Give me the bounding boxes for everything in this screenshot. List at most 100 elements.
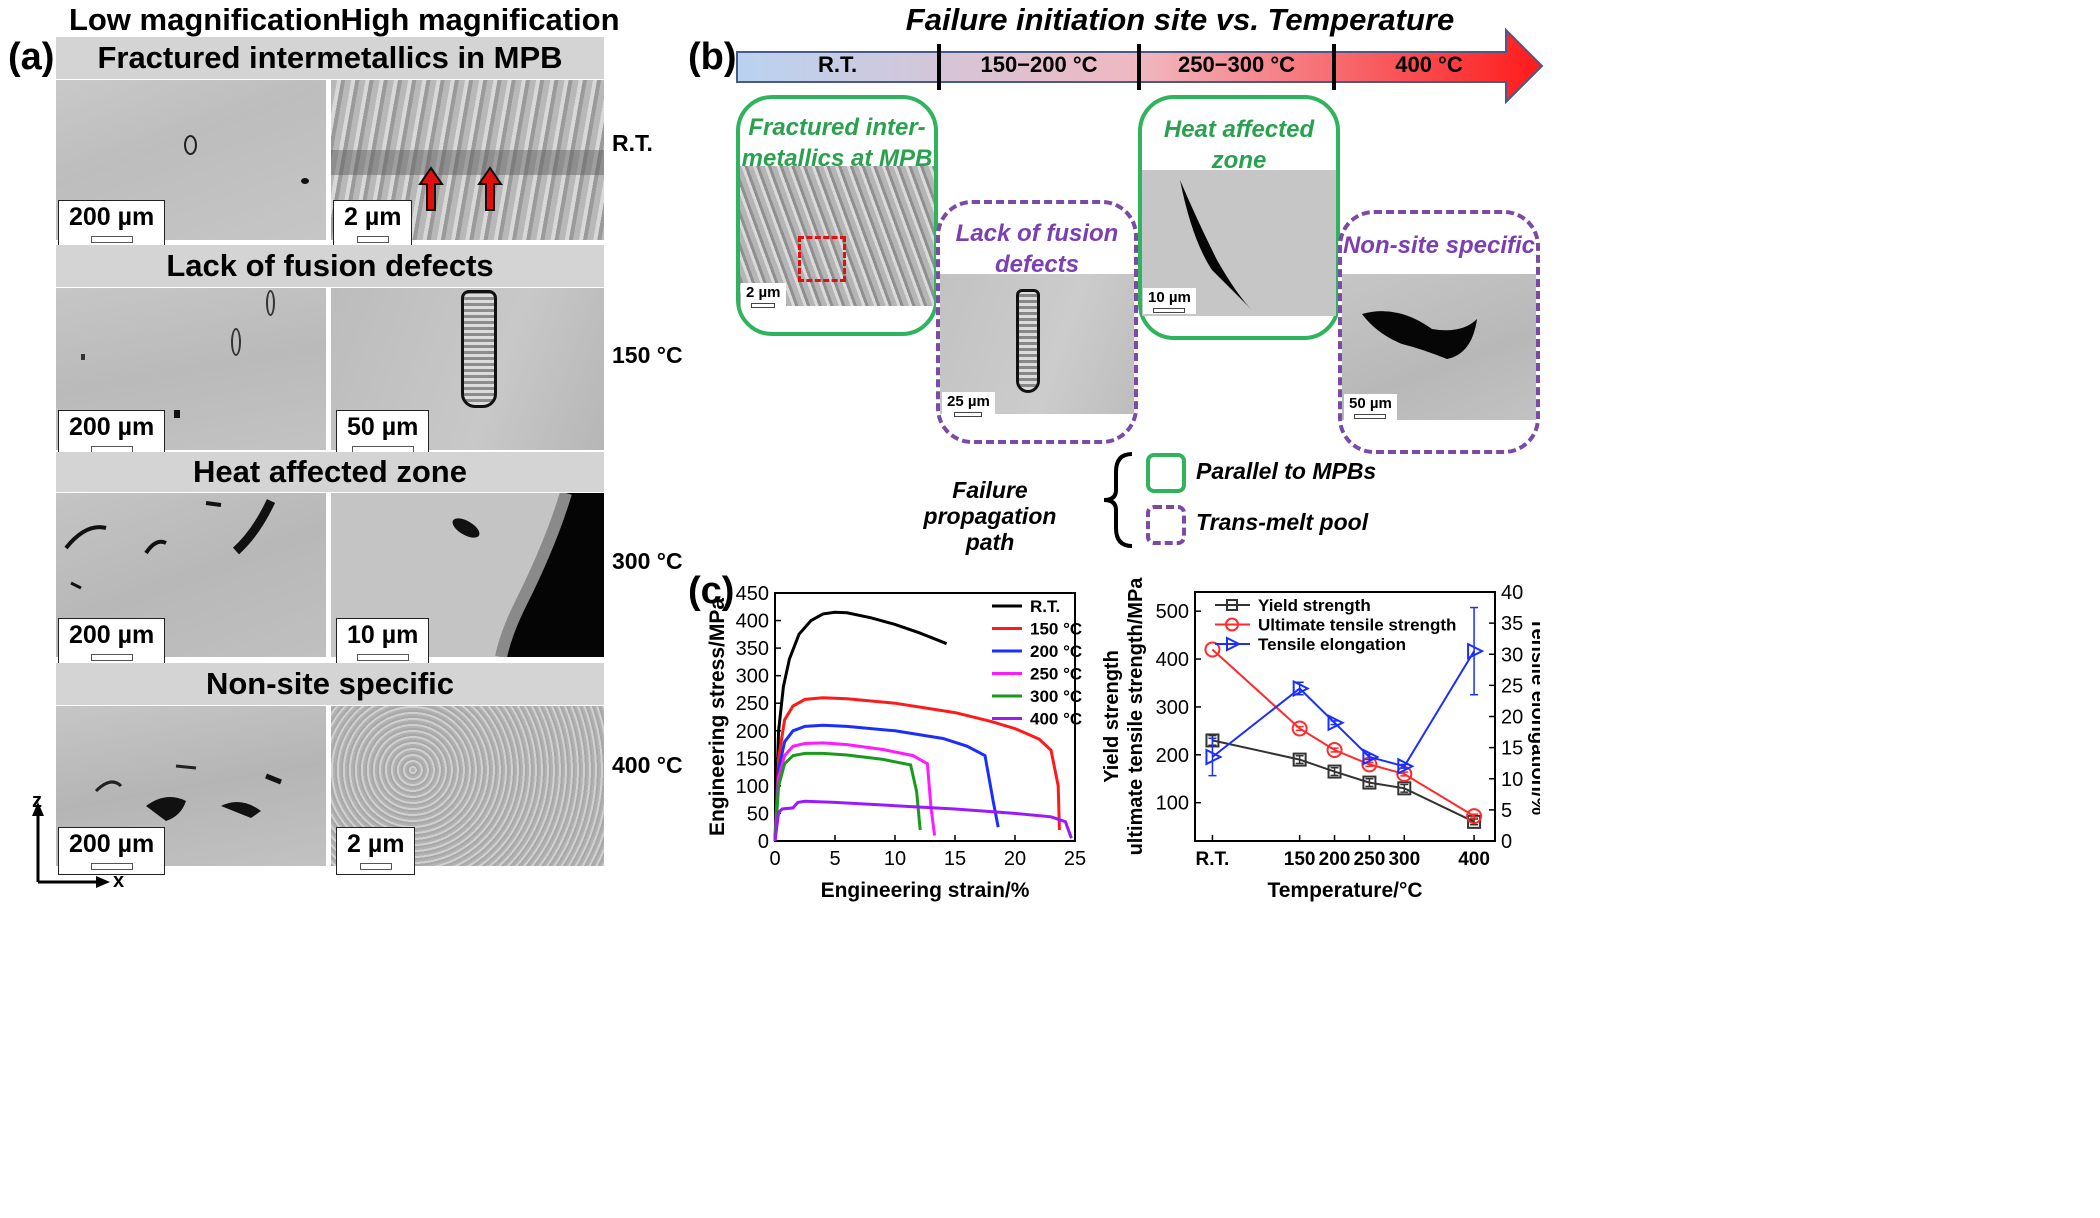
- y-right-tick-label: 0: [1501, 831, 1512, 853]
- x-tick-label: 0: [769, 848, 780, 870]
- point-marker: [1362, 775, 1377, 790]
- y-right-tick-label: 20: [1501, 707, 1523, 729]
- axis-indicator-icon: [32, 802, 110, 888]
- y-right-tick-label: 35: [1501, 613, 1523, 635]
- point-marker: [1225, 617, 1239, 632]
- y-left-tick-label: 100: [1156, 793, 1189, 815]
- red-arrow-icon: [477, 166, 503, 211]
- scale-label: 2 µm: [347, 830, 405, 858]
- red-arrow-icon: [418, 166, 444, 211]
- box-defect-icon: [1362, 311, 1477, 359]
- x-tick-label: 200: [1319, 849, 1351, 870]
- y-right-tick-label: 10: [1501, 769, 1523, 791]
- legend-label: 400 °C: [1030, 710, 1082, 729]
- legend-label: 300 °C: [1030, 687, 1082, 706]
- panel-a-label: (a): [8, 36, 55, 78]
- point-marker: [1292, 679, 1310, 698]
- series-line: [773, 610, 948, 842]
- y-right-axis-label: Tensile elongation/%: [1527, 618, 1540, 816]
- x-tick-label: 150: [1284, 849, 1316, 870]
- series-line: [773, 799, 1073, 842]
- scale-bar: 200 µm: [58, 827, 166, 875]
- legend-label: 250 °C: [1030, 665, 1082, 684]
- legend-solid-label: Parallel to MPBs: [1196, 458, 1377, 484]
- legend-dashed-label: Trans-melt pool: [1196, 509, 1369, 535]
- temperature-arrow: [736, 28, 1544, 104]
- row-title-lack-of-fusion: Lack of fusion defects: [56, 245, 604, 287]
- series-line: [1211, 648, 1475, 817]
- x-axis-label: Temperature/°C: [1267, 879, 1422, 902]
- box-scale-bar: 50 µm: [1344, 394, 1397, 420]
- y-tick-label: 150: [736, 748, 769, 770]
- legend-label: R.T.: [1030, 597, 1060, 616]
- box-title: Lack of fusion defects: [955, 220, 1119, 278]
- segment-150-200: 150−200 °C: [980, 52, 1098, 77]
- legend-solid-swatch: [1146, 453, 1186, 493]
- box-scale-bar: 2 µm: [741, 283, 786, 309]
- point-marker: [1466, 808, 1483, 825]
- point-marker: [1326, 742, 1343, 759]
- sem-void-icon: [452, 493, 604, 657]
- segment-400: 400 °C: [1395, 52, 1463, 77]
- point-marker: [1397, 757, 1415, 775]
- point-marker: [1226, 599, 1238, 611]
- x-axis-label: Engineering strain/%: [821, 879, 1030, 902]
- y-right-tick-label: 30: [1501, 644, 1523, 666]
- panel-c-label: (c): [688, 570, 735, 612]
- curly-brace-icon: [1103, 452, 1133, 548]
- y-left-tick-label: 500: [1156, 601, 1189, 623]
- series-line: [773, 696, 1061, 842]
- point-marker: [1327, 764, 1342, 779]
- x-tick-label: 15: [944, 848, 966, 870]
- x-tick-label: 25: [1064, 848, 1086, 870]
- legend-label: Yield strength: [1258, 596, 1371, 615]
- y-left-tick-label: 300: [1156, 697, 1189, 719]
- y-left-tick-label: 200: [1156, 745, 1189, 767]
- x-tick-label: 300: [1388, 849, 1420, 870]
- box-title: Fractured inter-metallics at MPB: [741, 114, 933, 172]
- y-tick-label: 50: [747, 803, 769, 825]
- scale-label: 50 µm: [347, 413, 419, 441]
- low-magnification-header: Low magnification: [68, 2, 342, 37]
- sem-defects-icon: [94, 764, 282, 821]
- box-scale-bar: 25 µm: [942, 392, 995, 418]
- y-tick-label: 450: [736, 583, 769, 605]
- scale-label: 200 µm: [69, 830, 155, 858]
- axis-x-label: x: [113, 870, 125, 892]
- series-line: [773, 751, 922, 842]
- x-tick-label: 10: [884, 848, 906, 870]
- box-image: [740, 166, 934, 306]
- series-line: [773, 723, 1000, 842]
- scale-bar: 2 µm: [336, 827, 416, 875]
- legend-label: Tensile elongation: [1258, 635, 1406, 654]
- y-right-tick-label: 40: [1501, 582, 1523, 604]
- plot-frame: [774, 592, 1076, 842]
- box-title: Non-site specific: [1342, 232, 1536, 259]
- scale-label: 200 µm: [69, 203, 155, 231]
- segment-250-300: 250−300 °C: [1177, 52, 1296, 77]
- y-tick-label: 300: [736, 666, 769, 688]
- point-marker: [1204, 641, 1221, 658]
- scale-label: 200 µm: [69, 413, 155, 441]
- y-tick-label: 200: [736, 721, 769, 743]
- y-right-tick-label: 25: [1501, 675, 1523, 697]
- propagation-label: Failure propagation path: [923, 477, 1057, 555]
- row-title-heat-affected-zone: Heat affected zone: [56, 452, 604, 492]
- scale-bar: 10 µm: [336, 618, 430, 666]
- scale-bar: 200 µm: [58, 410, 166, 458]
- y-tick-label: 250: [736, 693, 769, 715]
- x-tick-label: 250: [1354, 849, 1386, 870]
- box-scale-bar: 10 µm: [1143, 288, 1196, 314]
- scale-bar: 200 µm: [58, 200, 166, 248]
- segment-rt: R.T.: [817, 52, 858, 77]
- point-marker: [1362, 748, 1380, 766]
- y-left-axis-label: Yield strength: [1101, 650, 1123, 783]
- point-marker: [1327, 714, 1345, 732]
- row-title-fractured-intermetallics: Fractured intermetallics in MPB: [56, 37, 604, 79]
- y-axis-label: Engineering stress/MPa: [706, 598, 729, 836]
- x-tick-label: 400: [1458, 849, 1490, 870]
- box-title: Heat affected zone: [1163, 116, 1315, 174]
- scale-label: 200 µm: [69, 621, 155, 649]
- y-left-axis-label: ultimate tensile strength/MPa: [1125, 577, 1147, 856]
- stress-strain-chart: 0 5 10 15 20 25050100150200250300350400450Eng…: [706, 583, 1086, 902]
